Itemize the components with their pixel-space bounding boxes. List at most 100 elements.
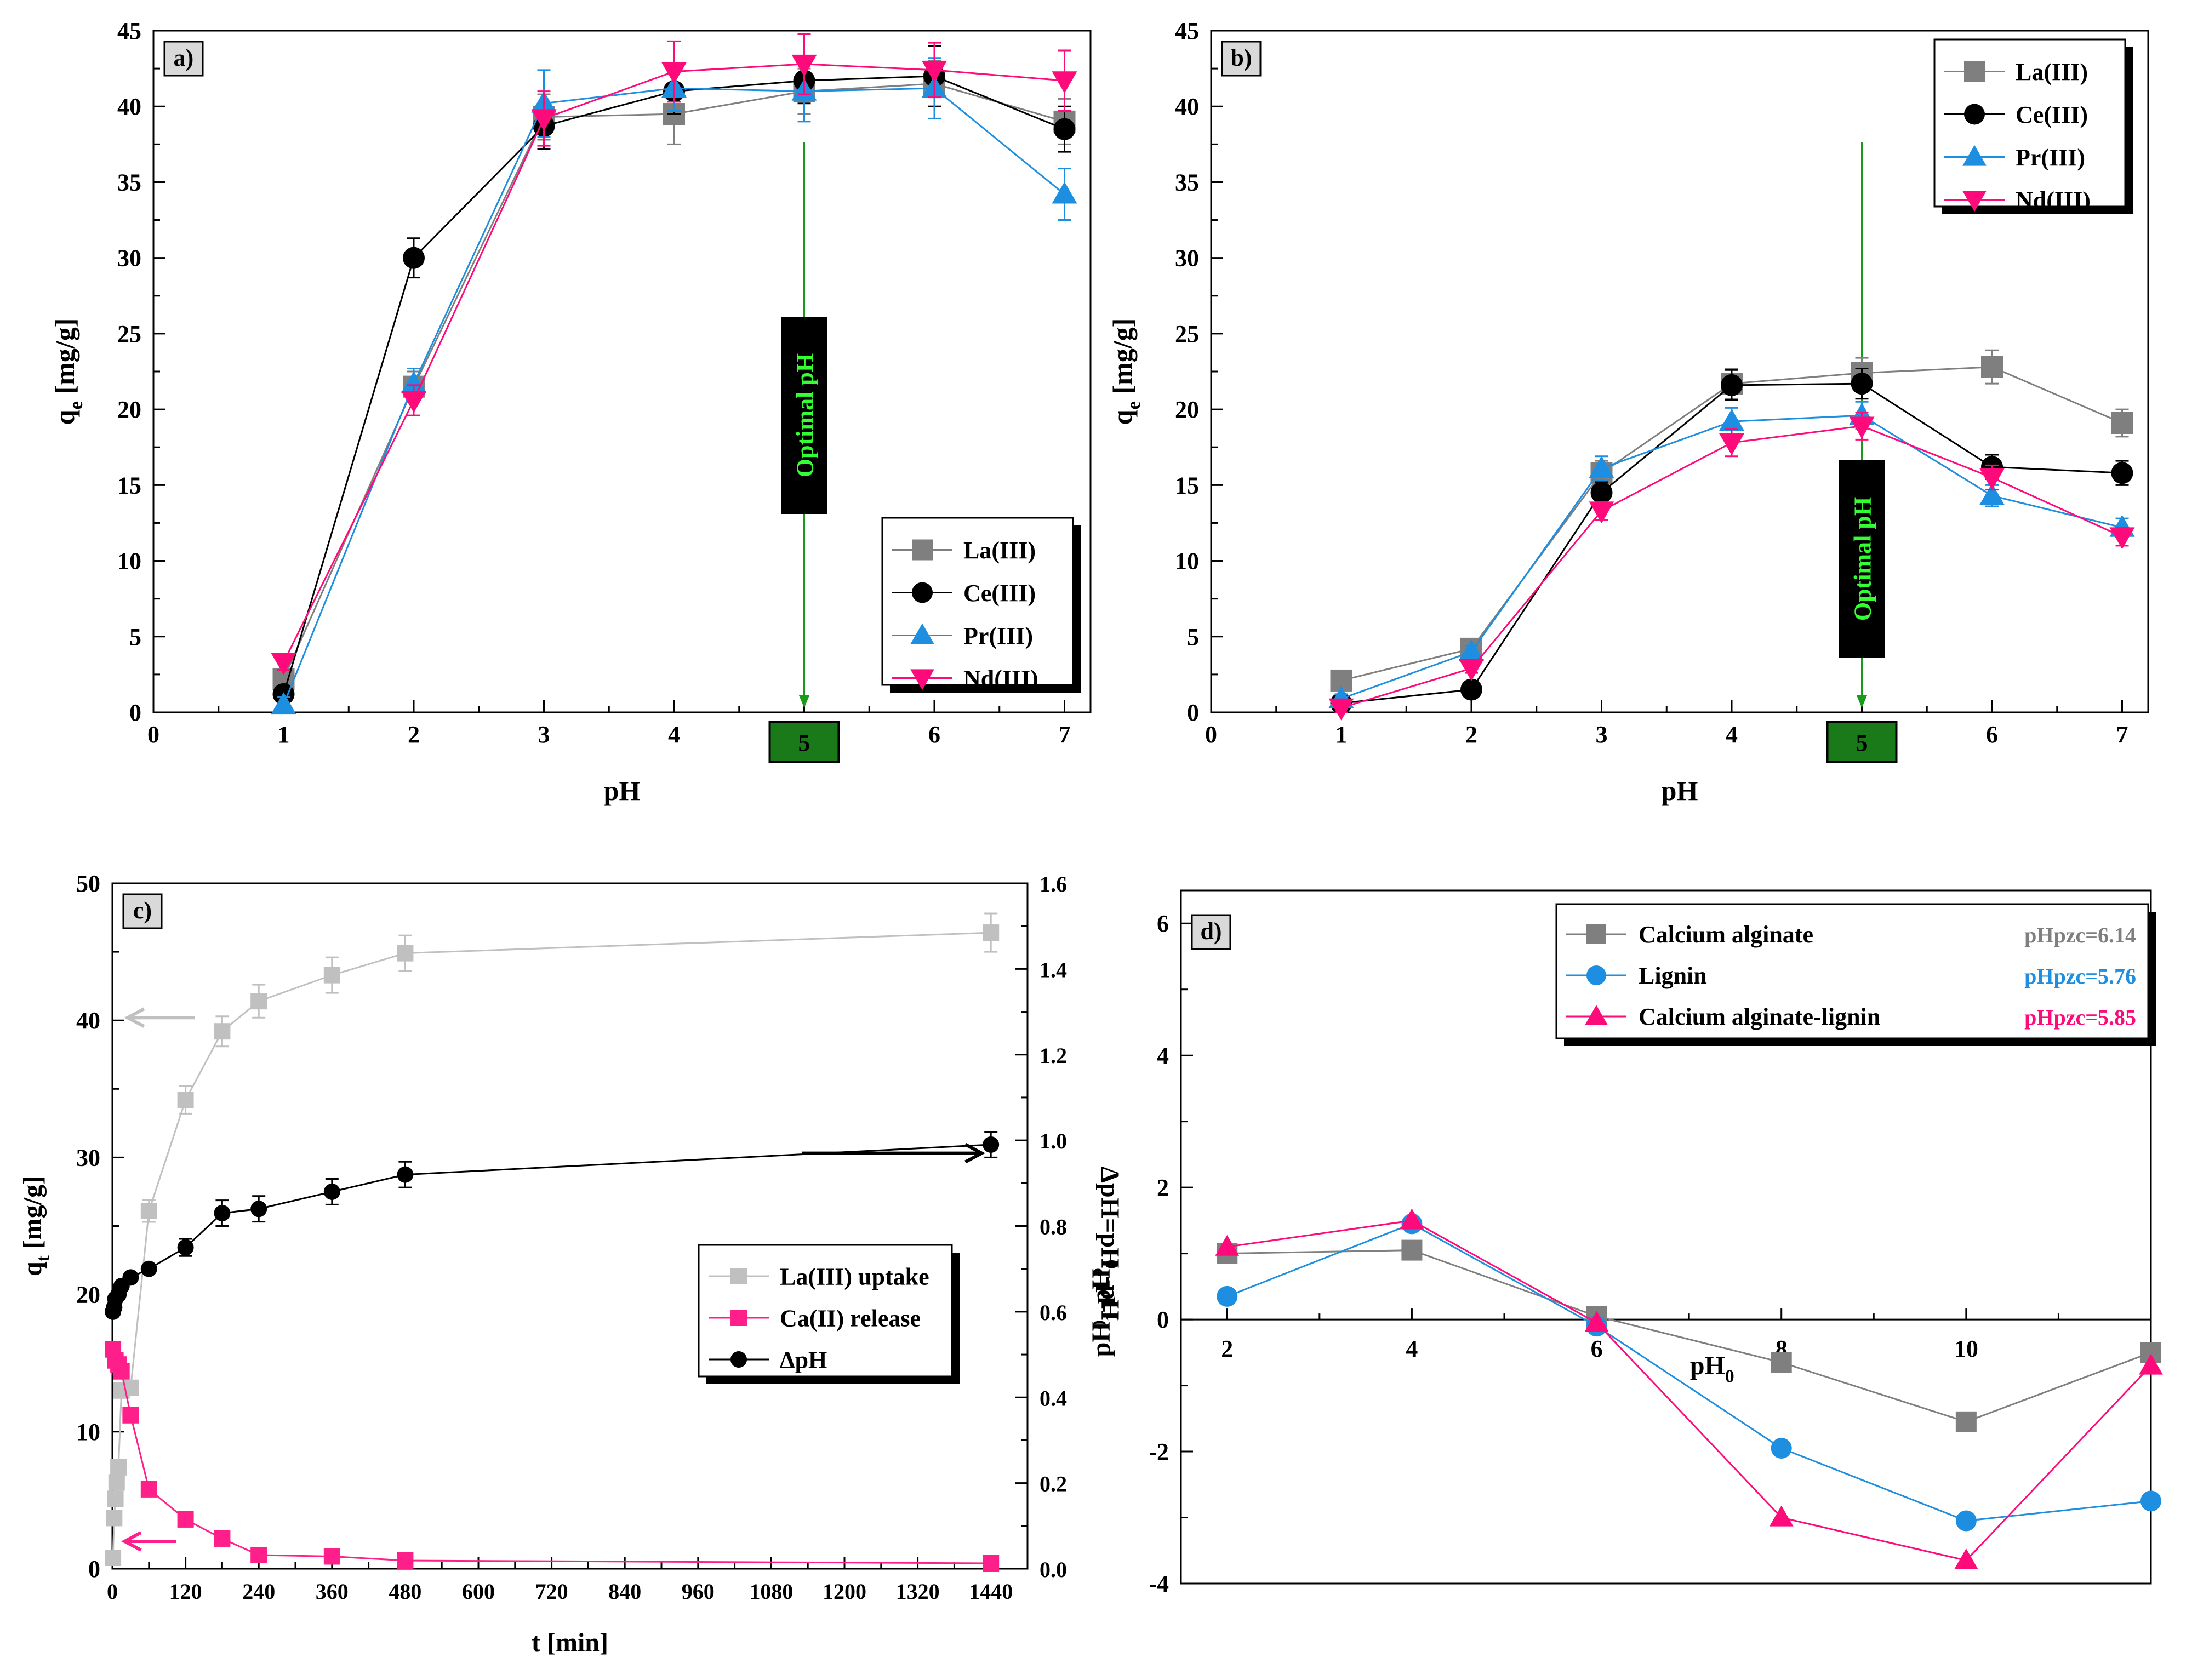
y-axis-label: pH1-pH0 (1087, 1260, 1122, 1357)
x-axis-label: pH0 (1690, 1351, 1734, 1386)
ca-release-point (122, 1407, 139, 1424)
y2-axis-label: ΔpH=pHe-pH0 (1089, 1167, 1125, 1329)
pzc-series-1-point (2140, 1490, 2161, 1512)
series-3-point (1052, 71, 1077, 94)
y-tick-label: 20 (117, 396, 141, 423)
legend-label: Pr(III) (963, 622, 1033, 649)
x-tick-label: 1080 (749, 1579, 793, 1604)
x-tick-label: 3 (1596, 721, 1608, 748)
series-3-point (271, 653, 296, 675)
y-tick-label: 5 (1187, 624, 1199, 650)
plot-frame (111, 882, 1029, 1570)
legend-marker (730, 1310, 747, 1326)
y-axis-label: qe [mg/g] (49, 318, 87, 425)
pzc-series-1-point (1771, 1438, 1792, 1459)
ca-release-point (397, 1552, 414, 1569)
y2-tick-label: 1.2 (1040, 1043, 1067, 1068)
la-uptake-point (177, 1092, 194, 1108)
pzc-series-2-point (1769, 1505, 1794, 1527)
label-part: pH (1690, 1351, 1725, 1380)
x-tick-label: 1320 (896, 1579, 940, 1604)
ca-release-axis-arrow-head (121, 1531, 142, 1552)
y-tick-label: 2 (1157, 1174, 1169, 1201)
x-tick-label: 2 (1465, 721, 1477, 748)
pzc-series-0-point (1955, 1411, 1977, 1432)
pzc-series-0-point (1401, 1239, 1423, 1261)
y-tick-label: 4 (1157, 1042, 1169, 1069)
label-part: e (1089, 1268, 1110, 1276)
x-tick-label: 840 (608, 1579, 641, 1604)
panel-b: 0 1 2 3 4 6 7 0 5 10 15 20 25 30 35 40 45 5 pH qe [mg/g] Opt… (1107, 18, 2149, 806)
series-3-point (1979, 468, 2005, 490)
x-tick-label: 1200 (823, 1579, 866, 1604)
label-part: [mg/g] (49, 318, 80, 401)
series-3-point (661, 62, 687, 84)
delta-ph-point (250, 1201, 267, 1218)
series-2-point (1979, 483, 2005, 505)
legend-label: Calcium alginate-lignin (1639, 1003, 1880, 1030)
ca-release-point (113, 1363, 130, 1380)
pzc-series-0-point (1771, 1352, 1792, 1373)
x-tick-label: 4 (1406, 1335, 1418, 1362)
ca-release-point (250, 1546, 267, 1563)
x-tick-label: 10 (1954, 1335, 1978, 1362)
y-tick-label: 0 (88, 1556, 100, 1582)
delta-ph-point (122, 1269, 139, 1286)
x-tick-label: 360 (316, 1579, 349, 1604)
series-1-point (1053, 118, 1076, 140)
series-3-point (2109, 527, 2135, 550)
panel-a: 0 1 2 3 4 6 7 0 5 10 15 20 25 30 35 40 45 5 pH qe [mg/g] Opt… (49, 18, 1092, 806)
y2-tick-label: 1.6 (1040, 872, 1067, 896)
x-tick-label: 4 (1726, 721, 1738, 748)
legend-marker (910, 669, 934, 690)
series-1-point (1851, 373, 1873, 395)
y2-tick-label: 1.4 (1040, 957, 1067, 982)
series-1-point (1460, 678, 1482, 701)
x-axis-label: pH (1662, 775, 1698, 806)
legend-pzc-value: pHpzc=5.76 (2024, 964, 2136, 988)
optimal-ph-tick-label: 5 (1856, 729, 1868, 756)
pzc-series-1-line (1226, 1222, 2151, 1522)
legend-marker (912, 539, 933, 561)
optimal-ph-label: Optimal pH (792, 353, 819, 477)
legend-marker (912, 582, 933, 603)
optimal-ph-box (1839, 460, 1885, 658)
series-2-point (1459, 639, 1484, 661)
plot-frame (1180, 889, 2152, 1585)
y-tick-label: 40 (1175, 93, 1199, 120)
series-3-point (531, 109, 557, 132)
series-2-point (1052, 181, 1077, 204)
label-part: -pH (1095, 1276, 1125, 1320)
la-uptake-point (108, 1474, 125, 1491)
series-1-point (1590, 482, 1613, 504)
x-tick-label: 3 (538, 721, 550, 748)
legend-marker (1962, 191, 1987, 212)
optimal-ph-arrowhead (1856, 695, 1868, 708)
panel-label: d) (1200, 918, 1221, 945)
x-tick-label: 1 (1335, 721, 1348, 748)
y-tick-label: 50 (76, 870, 100, 897)
y-tick-label: 15 (117, 472, 141, 499)
pzc-series-1-point (1217, 1285, 1238, 1307)
y2-tick-label: 0.6 (1040, 1300, 1067, 1325)
y-tick-label: 35 (117, 169, 141, 196)
series-3-point (922, 60, 947, 83)
panel-label: b) (1230, 44, 1252, 71)
legend-label: ΔpH (780, 1346, 827, 1373)
pzc-series-2-line (1227, 1219, 2152, 1562)
x-tick-label: 1440 (969, 1579, 1013, 1604)
label-part: ΔpH=pH (1095, 1167, 1125, 1268)
la-uptake-point (250, 993, 267, 1010)
y-tick-label: 0 (1187, 699, 1199, 726)
y2-tick-label: 0.4 (1040, 1386, 1067, 1410)
panel-c: 0 120 240 360 480 600 720 840 960 1080 1200 1320 144… (18, 870, 1125, 1657)
series-3-point (791, 54, 817, 77)
label-part: q (49, 409, 80, 425)
delta-ph-point (177, 1239, 194, 1256)
panel-label-box (163, 41, 204, 77)
delta-ph-point (214, 1205, 231, 1222)
legend-label: Pr(III) (2016, 144, 2085, 171)
y-tick-label: 30 (76, 1144, 100, 1171)
x-tick-label: 4 (668, 721, 680, 748)
pzc-series-2-point (1954, 1548, 1978, 1569)
